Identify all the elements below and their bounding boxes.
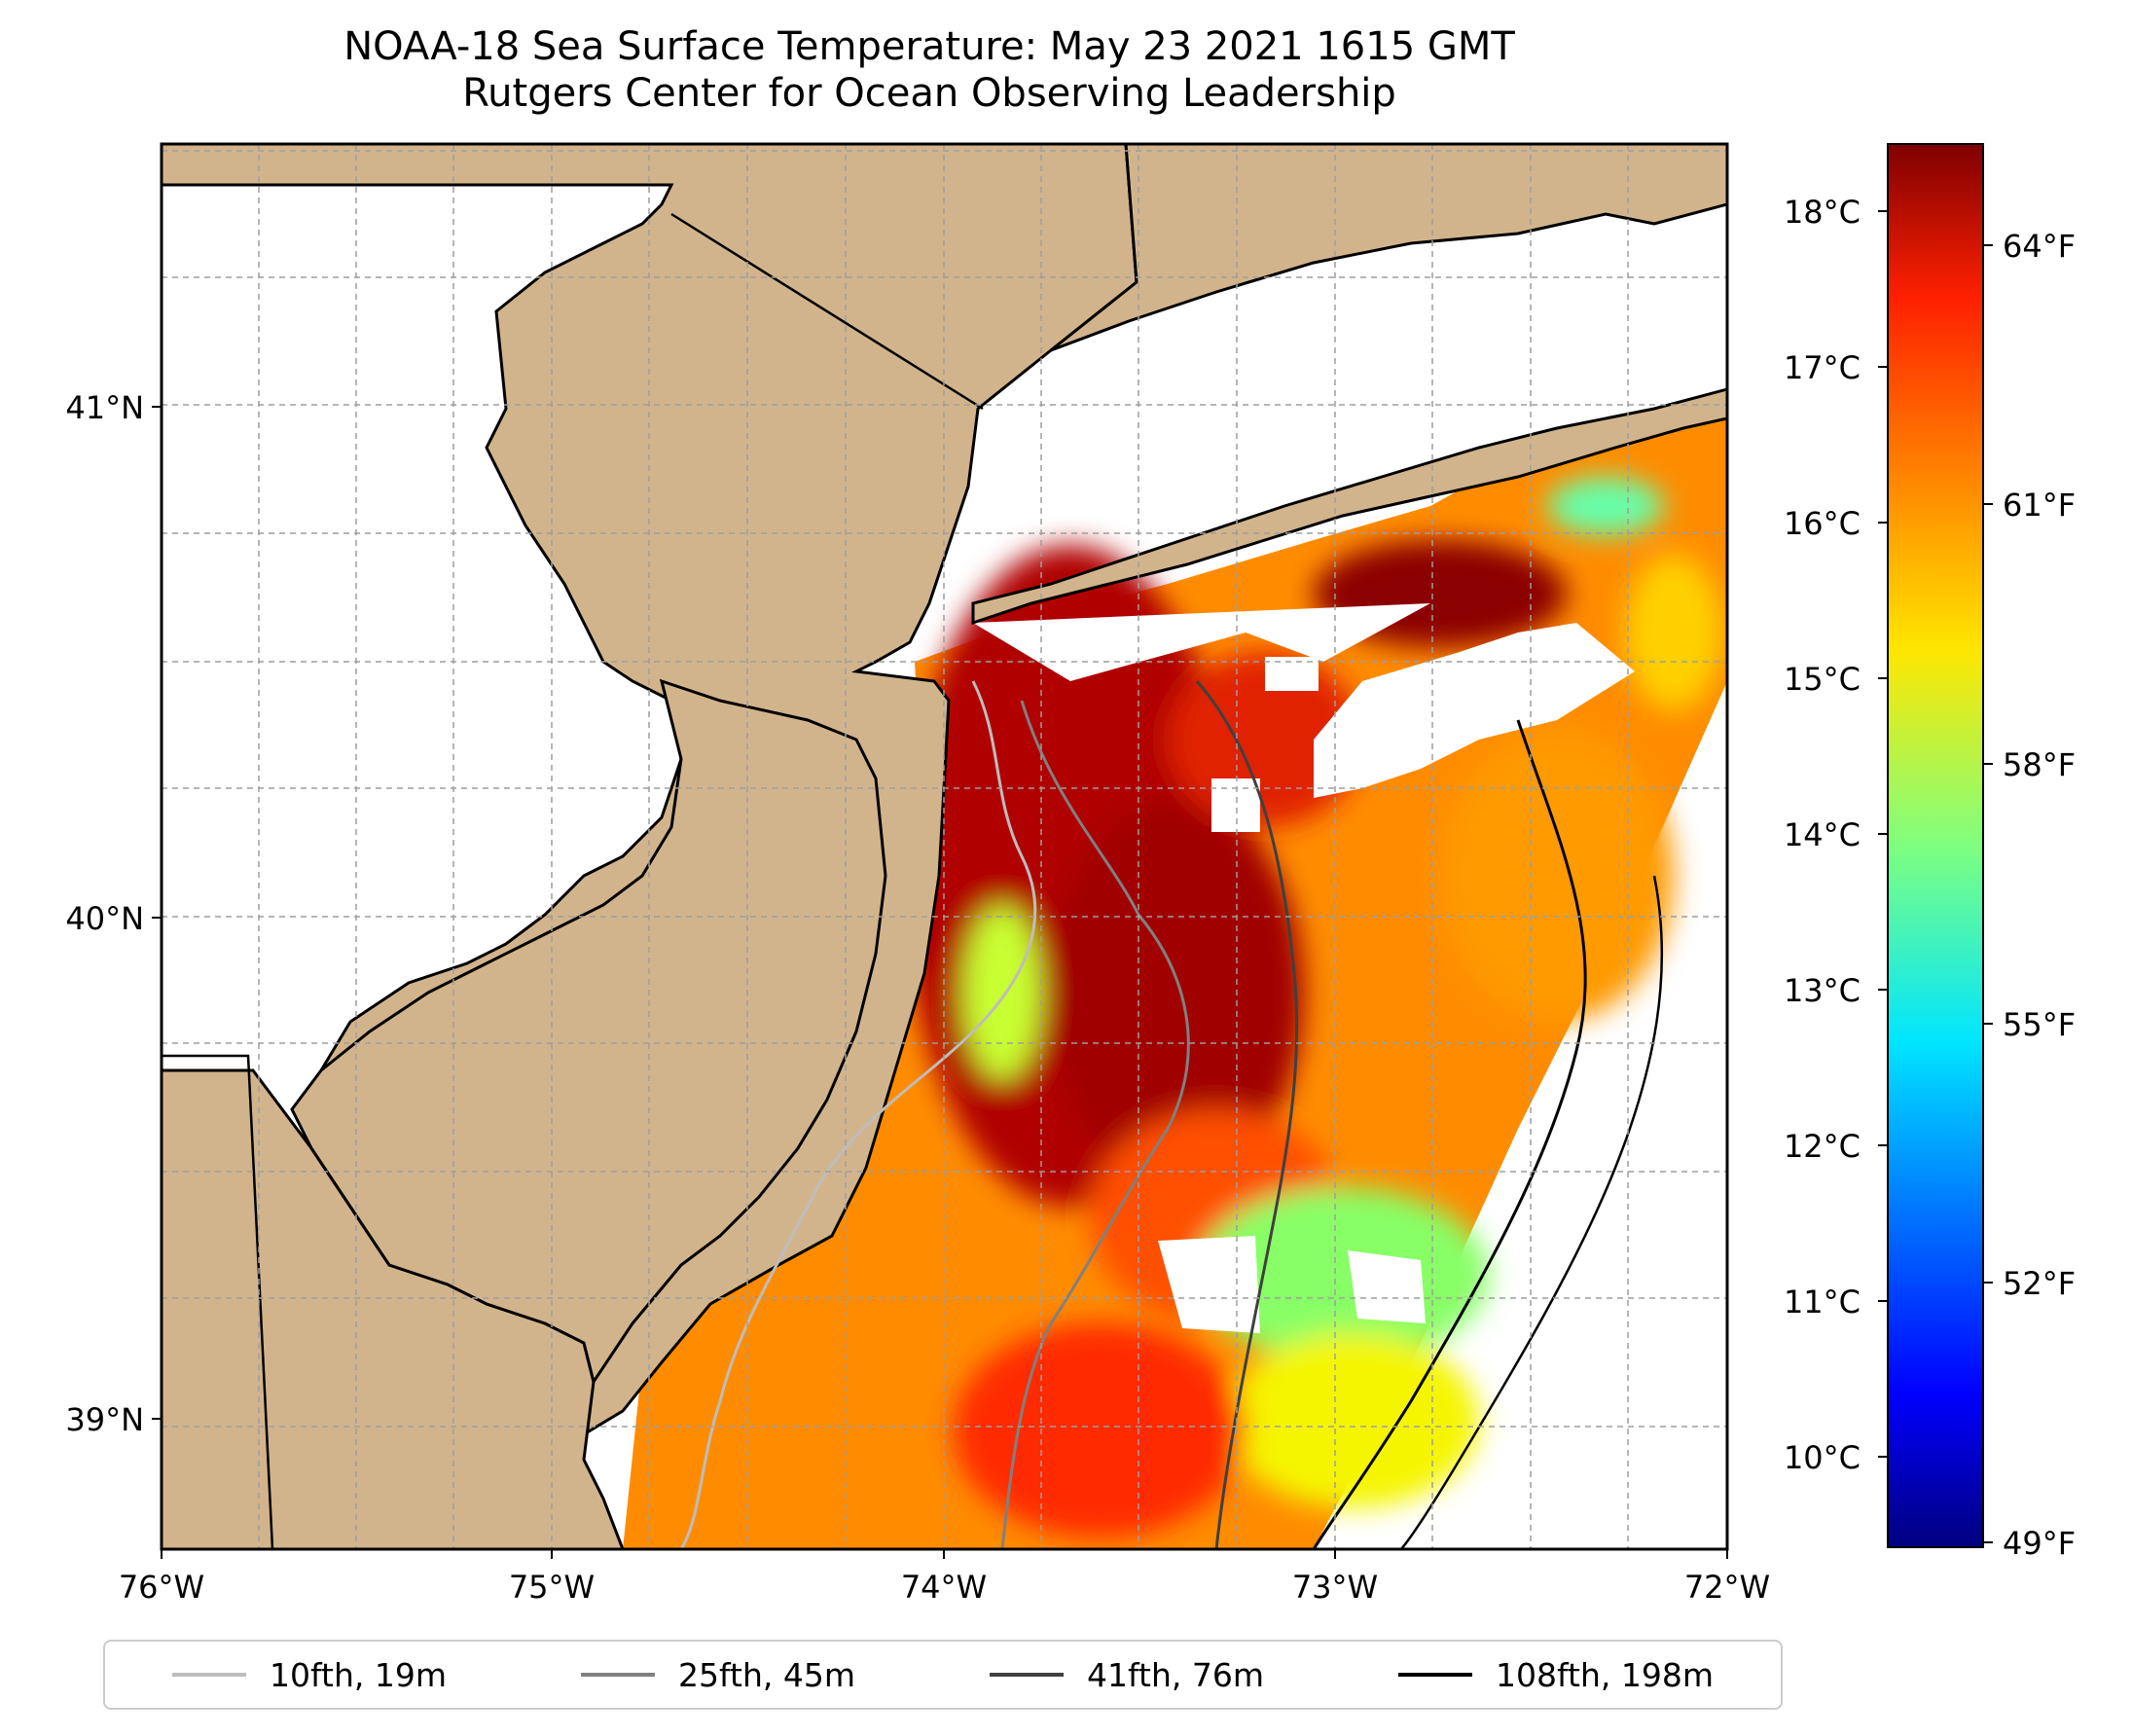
lat-tick-label: 39°N (65, 1401, 144, 1438)
legend-line-swatch (1398, 1673, 1472, 1677)
celsius-tick-label: 15°C (1784, 661, 1861, 698)
fahrenheit-tick-label: 58°F (2003, 746, 2076, 783)
celsius-tick-label: 11°C (1784, 1284, 1861, 1320)
legend-item: 10fth, 19m (172, 1656, 447, 1694)
fahrenheit-tick-label: 49°F (2003, 1525, 2076, 1562)
lon-tick-label: 76°W (119, 1569, 204, 1606)
legend-line-swatch (990, 1673, 1064, 1677)
fahrenheit-tick-label: 64°F (2003, 228, 2076, 265)
fahrenheit-tick-label: 61°F (2003, 487, 2076, 524)
lon-tick-label: 72°W (1684, 1569, 1770, 1606)
lon-tick-marks (161, 1549, 1728, 1559)
lon-tick-label: 75°W (509, 1569, 595, 1606)
lat-tick-label: 41°N (65, 389, 144, 426)
celsius-tick-label: 17°C (1784, 349, 1861, 386)
fahrenheit-tick-label: 52°F (2003, 1265, 2076, 1302)
celsius-tick-label: 12°C (1784, 1128, 1861, 1165)
celsius-tick-label: 18°C (1784, 194, 1861, 231)
graticule (162, 144, 1727, 1549)
legend-label: 25fth, 45m (678, 1655, 855, 1694)
lat-tick-marks (152, 406, 162, 1420)
legend-label: 108fth, 198m (1496, 1655, 1714, 1694)
legend-label: 10fth, 19m (270, 1655, 447, 1694)
state-boundaries (162, 144, 1138, 1549)
lon-tick-label: 74°W (901, 1569, 987, 1606)
celsius-tick-label: 14°C (1784, 816, 1861, 853)
legend-item: 41fth, 76m (990, 1656, 1264, 1694)
colorbar (1887, 143, 1984, 1548)
legend-item: 25fth, 45m (581, 1656, 855, 1694)
fahrenheit-tick-label: 55°F (2003, 1006, 2076, 1043)
legend-item: 108fth, 198m (1398, 1656, 1714, 1694)
celsius-tick-label: 16°C (1784, 505, 1861, 542)
isobath-legend: 10fth, 19m 25fth, 45m 41fth, 76m 108fth,… (103, 1640, 1783, 1710)
lon-tick-label: 73°W (1292, 1569, 1378, 1606)
legend-line-swatch (172, 1673, 246, 1677)
lat-tick-label: 40°N (65, 900, 144, 937)
map-subtitle: Rutgers Center for Ocean Observing Leade… (462, 71, 1396, 116)
celsius-tick-label: 10°C (1784, 1439, 1861, 1476)
celsius-tick-marks (1878, 210, 1888, 1458)
celsius-tick-label: 13°C (1784, 972, 1861, 1009)
map-area (162, 144, 1727, 1549)
legend-line-swatch (581, 1673, 655, 1677)
land (162, 144, 1727, 1549)
map-title: NOAA-18 Sea Surface Temperature: May 23 … (343, 24, 1515, 69)
legend-label: 41fth, 76m (1087, 1655, 1264, 1694)
fahrenheit-tick-marks (1983, 244, 1993, 1543)
